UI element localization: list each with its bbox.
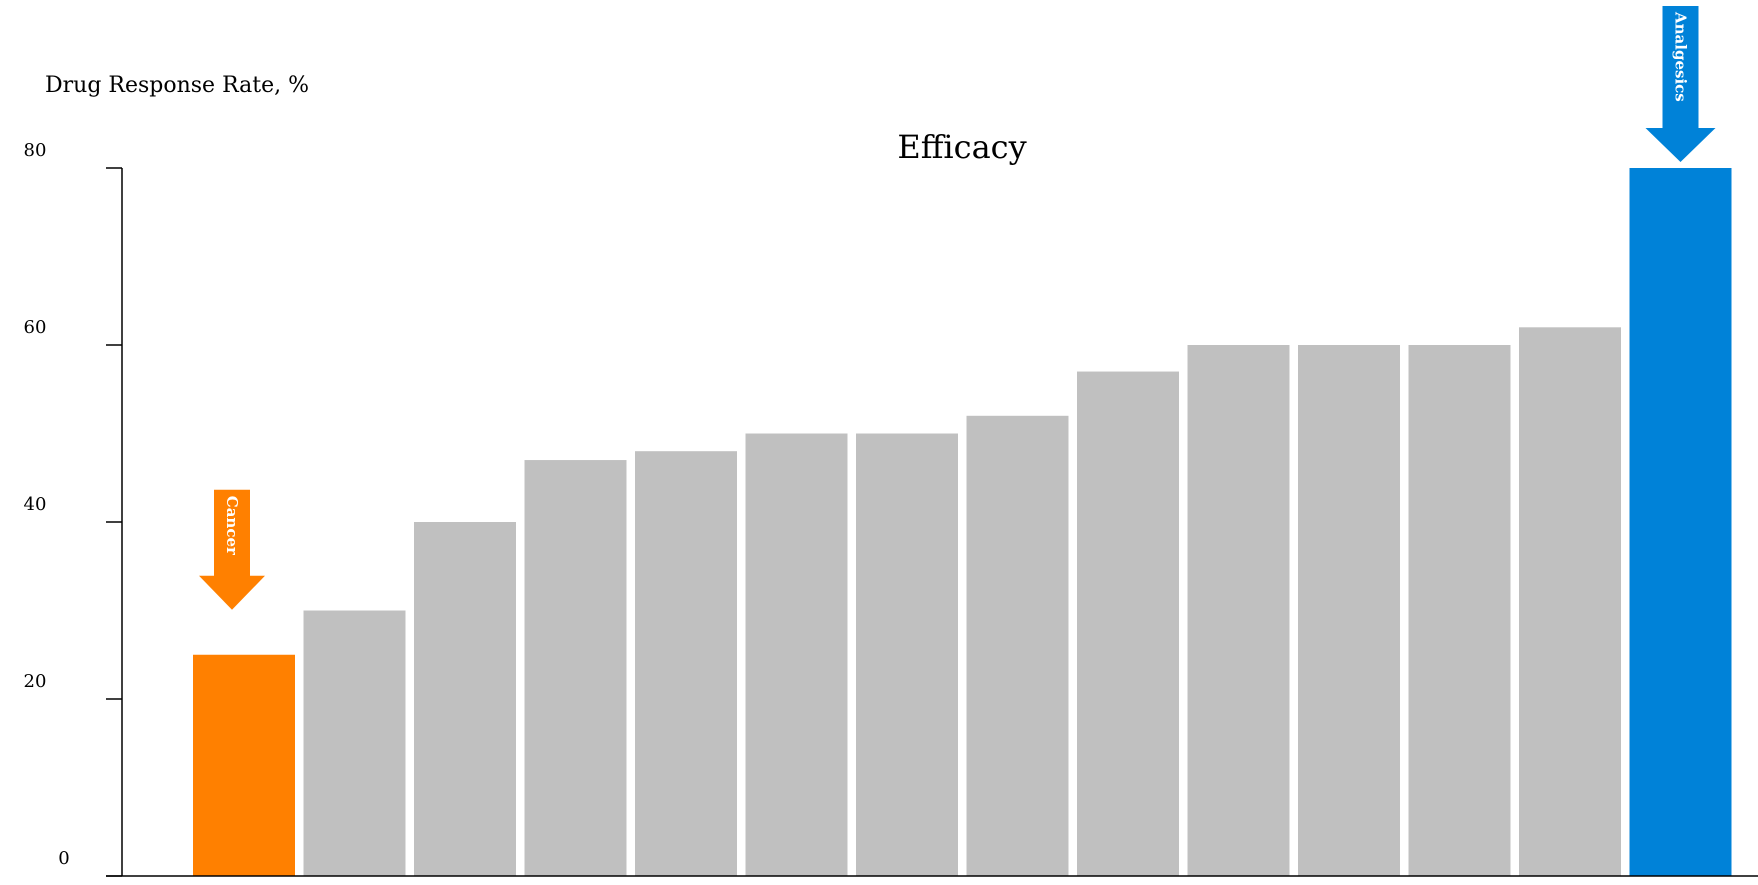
y-tick-label: 60: [24, 317, 47, 338]
bar-4: [524, 460, 627, 876]
bar-cancer: [193, 654, 295, 876]
y-tick-label: 20: [24, 671, 47, 692]
arrow-cancer-icon: [199, 489, 265, 610]
annotations-group: Cancer Analgesics: [199, 6, 1716, 610]
y-tick-label: 0: [58, 848, 69, 869]
bar-3: [414, 522, 516, 876]
bars-group: [193, 168, 1732, 876]
bar-analgesics: [1629, 168, 1732, 876]
bar-2: [303, 610, 406, 876]
chart-title: Efficacy: [897, 128, 1026, 166]
axes-group: 0 20 40 60 80: [24, 140, 1758, 877]
bar-6: [745, 433, 848, 876]
y-tick-label: 40: [24, 494, 47, 515]
bar-12: [1408, 345, 1511, 876]
bar-9: [1077, 371, 1179, 876]
annotation-analgesics: Analgesics: [1672, 11, 1690, 102]
bar-11: [1298, 345, 1400, 876]
bar-5: [635, 451, 737, 876]
bar-10: [1187, 345, 1290, 876]
y-axis-label: Drug Response Rate, %: [45, 73, 309, 98]
arrow-analgesics-icon: [1645, 6, 1716, 162]
bar-8: [966, 415, 1069, 876]
bar-13: [1519, 327, 1621, 876]
y-tick-label: 80: [24, 140, 47, 161]
bar-7: [856, 433, 958, 876]
annotation-cancer: Cancer: [223, 496, 241, 556]
